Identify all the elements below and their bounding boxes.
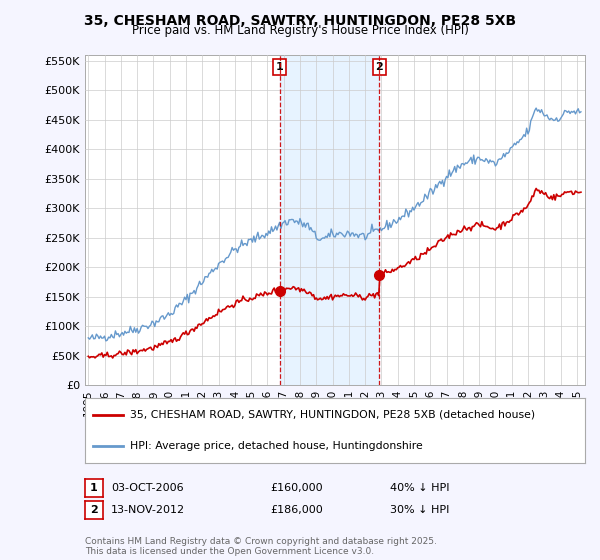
Text: 03-OCT-2006: 03-OCT-2006 <box>111 483 184 493</box>
Text: 13-NOV-2012: 13-NOV-2012 <box>111 505 185 515</box>
Text: Price paid vs. HM Land Registry's House Price Index (HPI): Price paid vs. HM Land Registry's House … <box>131 24 469 37</box>
Text: £160,000: £160,000 <box>270 483 323 493</box>
Text: 2: 2 <box>376 62 383 72</box>
Text: 1: 1 <box>90 483 98 493</box>
Text: 1: 1 <box>276 62 284 72</box>
Bar <box>280 55 379 385</box>
Text: 40% ↓ HPI: 40% ↓ HPI <box>390 483 449 493</box>
Text: 35, CHESHAM ROAD, SAWTRY, HUNTINGDON, PE28 5XB (detached house): 35, CHESHAM ROAD, SAWTRY, HUNTINGDON, PE… <box>130 410 535 420</box>
Text: 35, CHESHAM ROAD, SAWTRY, HUNTINGDON, PE28 5XB: 35, CHESHAM ROAD, SAWTRY, HUNTINGDON, PE… <box>84 14 516 28</box>
Text: 30% ↓ HPI: 30% ↓ HPI <box>390 505 449 515</box>
Text: 2: 2 <box>90 505 98 515</box>
Text: £186,000: £186,000 <box>270 505 323 515</box>
Text: HPI: Average price, detached house, Huntingdonshire: HPI: Average price, detached house, Hunt… <box>130 441 423 451</box>
Text: Contains HM Land Registry data © Crown copyright and database right 2025.
This d: Contains HM Land Registry data © Crown c… <box>85 536 437 556</box>
